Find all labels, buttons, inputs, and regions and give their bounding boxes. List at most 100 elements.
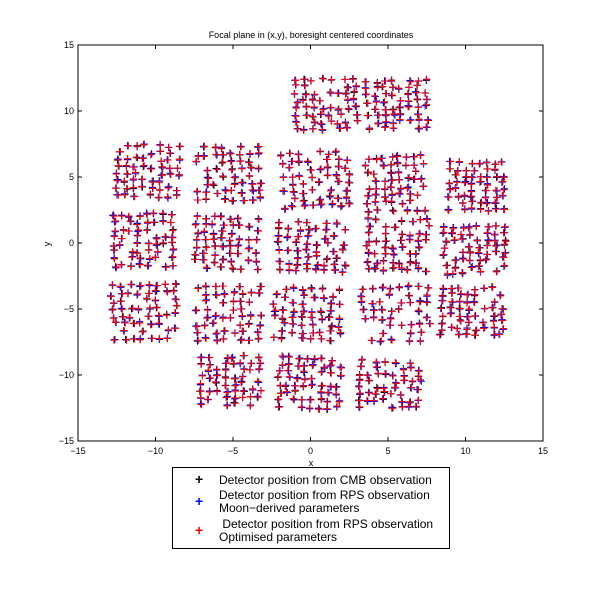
rps-optimised-point	[446, 158, 455, 166]
cmb-point	[153, 241, 161, 249]
rps-optimised-point	[420, 182, 428, 191]
rps-optimised-point	[445, 193, 453, 201]
rps-optimised-point	[408, 217, 417, 225]
rps-optimised-point	[301, 376, 309, 384]
rps-optimised-point	[313, 241, 322, 249]
rps-optimised-point	[289, 283, 297, 291]
rps-optimised-point	[234, 249, 243, 258]
rps-optimised-point	[328, 76, 336, 84]
rps-moon-point	[371, 92, 379, 101]
rps-optimised-point	[154, 319, 162, 327]
cmb-point	[293, 374, 301, 382]
rps-optimised-point	[379, 162, 387, 170]
rps-optimised-point	[257, 387, 265, 395]
rps-optimised-point	[164, 326, 173, 334]
rps-optimised-point	[371, 177, 379, 185]
rps-moon-point	[107, 292, 115, 300]
rps-moon-point	[296, 354, 304, 362]
rps-optimised-point	[372, 198, 380, 206]
rps-optimised-point	[163, 311, 171, 319]
rps-optimised-point	[404, 402, 413, 410]
rps-optimised-point	[378, 315, 386, 324]
rps-moon-point	[447, 323, 455, 332]
rps-optimised-point	[481, 194, 489, 202]
cmb-point	[169, 226, 177, 234]
rps-optimised-point	[381, 123, 389, 131]
rps-optimised-point	[214, 372, 222, 380]
rps-optimised-point	[126, 217, 134, 225]
rps-moon-point	[370, 306, 378, 314]
rps-optimised-point	[226, 236, 234, 245]
rps-optimised-point	[307, 396, 315, 404]
rps-optimised-point	[125, 313, 133, 322]
rps-optimised-point	[254, 328, 262, 337]
rps-optimised-point	[403, 184, 411, 192]
rps-optimised-point	[445, 179, 453, 187]
rps-optimised-point	[134, 290, 142, 298]
rps-optimised-point	[330, 231, 338, 240]
rps-optimised-point	[491, 198, 499, 206]
rps-optimised-point	[129, 247, 137, 256]
rps-optimised-point	[413, 81, 421, 90]
rps-optimised-point	[308, 308, 316, 317]
cmb-point	[325, 313, 333, 321]
rps-optimised-point	[316, 120, 325, 128]
rps-optimised-point	[317, 355, 325, 363]
rps-optimised-point	[484, 207, 492, 215]
cmb-point	[318, 74, 327, 82]
rps-moon-point	[398, 243, 406, 251]
cmb-point	[501, 236, 509, 244]
rps-optimised-point	[418, 328, 426, 336]
rps-optimised-point	[405, 281, 413, 290]
rps-optimised-point	[372, 238, 380, 246]
rps-optimised-point	[292, 76, 300, 84]
rps-optimised-point	[446, 310, 454, 318]
rps-optimised-point	[470, 286, 479, 294]
rps-moon-point	[496, 291, 504, 299]
rps-optimised-point	[111, 227, 119, 235]
rps-optimised-point	[278, 352, 286, 360]
rps-moon-point	[407, 320, 415, 328]
rps-optimised-point	[423, 298, 431, 307]
rps-optimised-point	[414, 103, 422, 112]
rps-optimised-point	[466, 231, 474, 239]
rps-optimised-point	[154, 248, 162, 256]
rps-optimised-point	[406, 299, 414, 307]
rps-optimised-point	[328, 117, 336, 125]
rps-optimised-point	[453, 178, 461, 186]
chart-title: Focal plane in (x,y), boresight centered…	[209, 30, 414, 40]
rps-optimised-point	[277, 389, 285, 398]
rps-moon-point	[159, 217, 167, 225]
y-tick-label: −5	[64, 304, 74, 314]
rps-optimised-point	[200, 249, 208, 258]
rps-optimised-point	[328, 357, 337, 365]
rps-optimised-point	[365, 155, 373, 163]
rps-optimised-point	[414, 207, 422, 216]
rps-optimised-point	[192, 157, 200, 165]
rps-optimised-point	[230, 180, 239, 189]
rps-optimised-point	[236, 157, 244, 165]
rps-optimised-point	[116, 148, 124, 156]
rps-optimised-point	[237, 143, 245, 151]
rps-optimised-point	[247, 164, 255, 172]
rps-moon-point	[423, 313, 431, 321]
rps-optimised-point	[130, 175, 138, 183]
rps-optimised-point	[367, 336, 375, 344]
rps-optimised-point	[349, 94, 358, 103]
rps-optimised-point	[460, 191, 468, 199]
rps-moon-point	[117, 283, 125, 292]
rps-optimised-point	[255, 365, 264, 373]
rps-optimised-point	[193, 235, 201, 243]
rps-optimised-point	[223, 388, 231, 396]
rps-optimised-point	[136, 336, 144, 344]
rps-optimised-point	[484, 223, 492, 231]
rps-optimised-point	[203, 314, 211, 322]
rps-optimised-point	[455, 312, 463, 321]
rps-optimised-point	[222, 374, 230, 382]
rps-optimised-point	[119, 226, 128, 234]
legend-label-rps-optimised: Detector position from RPS observation	[219, 517, 434, 531]
rps-optimised-point	[457, 230, 465, 238]
rps-optimised-point	[394, 84, 403, 92]
rps-optimised-point	[211, 251, 219, 260]
rps-optimised-point	[299, 308, 307, 316]
